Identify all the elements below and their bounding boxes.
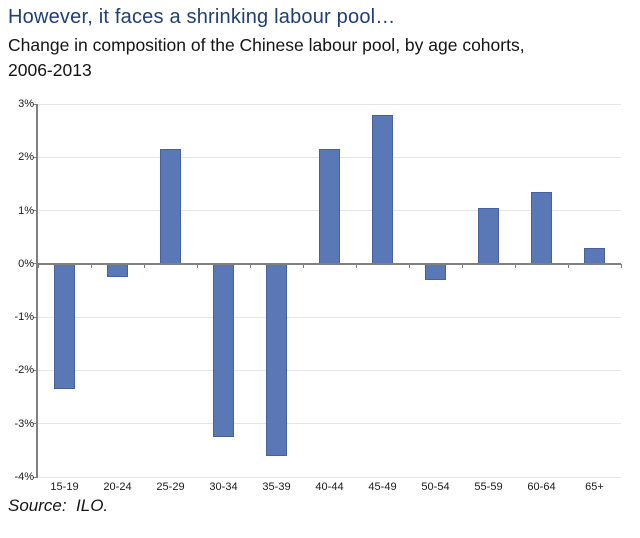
- bar-25-29: [160, 149, 181, 264]
- gridline: [38, 423, 621, 425]
- x-axis-tick: [90, 263, 92, 268]
- y-tick-label: -4%: [14, 471, 34, 483]
- x-axis-tick: [620, 263, 622, 268]
- x-tick-label: 45-49: [368, 481, 397, 493]
- source-note: Source: ILO.: [8, 496, 109, 515]
- gridline: [38, 476, 621, 478]
- x-tick-label: 65+: [585, 481, 604, 493]
- x-tick-label: 35-39: [262, 481, 291, 493]
- bar-15-19: [54, 263, 75, 390]
- x-axis-tick: [143, 263, 145, 268]
- y-axis-tick: [33, 423, 38, 425]
- x-tick-label: 25-29: [156, 481, 185, 493]
- y-tick-label: 0%: [18, 257, 34, 270]
- x-tick-label: 30-34: [209, 481, 238, 493]
- y-tick-label: -1%: [14, 311, 34, 324]
- x-tick-label: 55-59: [474, 481, 503, 493]
- bar-35-39: [266, 263, 287, 456]
- x-tick-label: 50-54: [421, 481, 450, 493]
- bar-65+: [584, 247, 605, 264]
- x-axis-tick: [408, 263, 410, 268]
- y-tick-label: -3%: [14, 417, 34, 430]
- y-axis-tick: [33, 263, 38, 265]
- y-axis-tick: [33, 476, 38, 478]
- x-axis-line: [38, 262, 621, 265]
- x-axis-tick: [302, 263, 304, 268]
- y-tick-label: -2%: [14, 364, 34, 377]
- x-axis-tick: [461, 263, 463, 268]
- y-axis-line: [36, 104, 38, 478]
- y-axis-tick: [33, 156, 38, 158]
- y-tick-label: 3%: [18, 98, 34, 110]
- x-tick-label: 60-64: [527, 481, 556, 493]
- bar-40-44: [319, 149, 340, 264]
- x-axis-tick: [514, 263, 516, 268]
- x-tick-label: 40-44: [315, 481, 344, 493]
- x-axis-tick: [196, 263, 198, 268]
- x-axis-tick: [567, 263, 569, 268]
- bar-20-24: [107, 263, 128, 278]
- x-tick-label: 15-19: [50, 481, 79, 493]
- y-tick-label: 1%: [18, 204, 34, 217]
- y-axis-tick: [33, 210, 38, 212]
- bar-60-64: [531, 191, 552, 264]
- bar-55-59: [478, 207, 499, 264]
- chart-subtitle: Change in composition of the Chinese lab…: [8, 35, 525, 80]
- y-axis-tick: [33, 103, 38, 105]
- bar-50-54: [425, 263, 446, 280]
- x-axis-tick: [249, 263, 251, 268]
- bar-45-49: [372, 114, 393, 264]
- x-tick-label: 20-24: [103, 481, 132, 493]
- y-tick-label: 2%: [18, 151, 34, 164]
- y-axis-tick: [33, 369, 38, 371]
- x-axis-tick: [355, 263, 357, 268]
- y-axis-tick: [33, 316, 38, 318]
- bar-30-34: [213, 263, 234, 438]
- gridline: [38, 103, 621, 105]
- page-title: However, it faces a shrinking labour poo…: [8, 6, 396, 28]
- gridline: [38, 316, 621, 318]
- x-axis-tick: [37, 263, 39, 268]
- gridline: [38, 369, 621, 371]
